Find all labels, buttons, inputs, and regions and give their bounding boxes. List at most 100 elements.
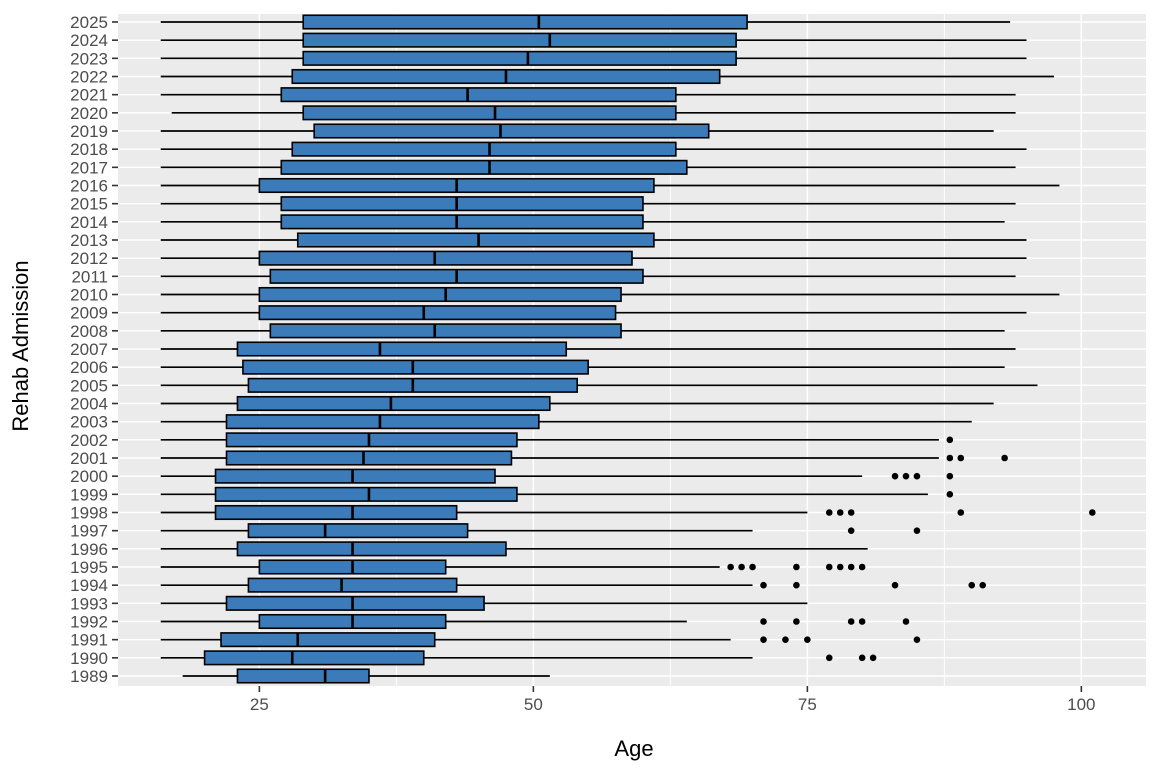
outlier-point-2001 bbox=[946, 454, 954, 462]
x-tick-label: 25 bbox=[250, 695, 269, 714]
y-tick-label: 1999 bbox=[70, 485, 108, 504]
y-tick-label: 1989 bbox=[70, 667, 108, 686]
y-tick-label: 1991 bbox=[70, 631, 108, 650]
box-1993 bbox=[225, 595, 485, 611]
outlier-point-1994 bbox=[760, 581, 767, 589]
outlier-point-2000 bbox=[946, 472, 954, 480]
box-2023 bbox=[302, 50, 737, 66]
outlier-point-1998 bbox=[957, 509, 965, 516]
outlier-point-2001 bbox=[957, 454, 965, 462]
outlier-point-1990 bbox=[825, 654, 833, 662]
box-1997 bbox=[247, 523, 469, 539]
x-tick-label: 100 bbox=[1067, 695, 1095, 714]
outlier-point-1995 bbox=[749, 563, 756, 571]
box-2007 bbox=[236, 341, 568, 357]
outlier-point-1995 bbox=[836, 563, 844, 571]
outlier-point-1992 bbox=[793, 618, 800, 625]
outlier-point-1995 bbox=[738, 563, 745, 571]
y-tick-label: 2021 bbox=[70, 86, 108, 105]
box-2021 bbox=[280, 87, 677, 103]
y-tick-label: 2008 bbox=[70, 322, 108, 341]
y-tick-label: 2002 bbox=[70, 431, 108, 450]
y-tick-label: 2010 bbox=[70, 286, 108, 305]
y-tick-label: 2001 bbox=[70, 449, 108, 468]
outlier-point-2000 bbox=[902, 472, 910, 480]
outlier-point-1992 bbox=[847, 618, 855, 625]
x-tick-label: 50 bbox=[524, 695, 543, 714]
outlier-point-1992 bbox=[858, 618, 866, 625]
outlier-point-1991 bbox=[913, 636, 921, 643]
box-1996 bbox=[236, 541, 507, 557]
x-tick-label: 75 bbox=[798, 695, 817, 714]
outlier-point-1992 bbox=[902, 618, 910, 625]
y-tick-label: 2023 bbox=[70, 49, 108, 68]
y-tick-label: 2000 bbox=[70, 467, 108, 486]
box-2015 bbox=[280, 196, 644, 212]
y-tick-label: 2003 bbox=[70, 413, 108, 432]
box-2001 bbox=[225, 450, 513, 466]
outlier-point-1995 bbox=[825, 563, 833, 571]
outlier-point-1997 bbox=[847, 527, 855, 534]
y-tick-label: 2005 bbox=[70, 376, 108, 395]
y-tick-label: 1998 bbox=[70, 504, 108, 523]
outlier-point-1994 bbox=[979, 581, 987, 589]
box-2003 bbox=[225, 414, 540, 430]
y-tick-label: 2022 bbox=[70, 68, 108, 87]
box-2002 bbox=[225, 432, 518, 448]
y-tick-label: 1994 bbox=[70, 576, 108, 595]
box-2006 bbox=[242, 359, 589, 375]
outlier-point-1995 bbox=[858, 563, 866, 571]
outlier-point-1995 bbox=[727, 563, 734, 571]
box-2012 bbox=[258, 250, 633, 266]
outlier-point-1998 bbox=[825, 509, 833, 516]
outlier-point-2001 bbox=[1001, 454, 1008, 462]
box-2010 bbox=[258, 286, 622, 303]
outlier-point-1991 bbox=[760, 636, 767, 643]
box-2000 bbox=[214, 468, 496, 484]
y-tick-label: 1992 bbox=[70, 613, 108, 632]
y-tick-label: 2006 bbox=[70, 358, 108, 377]
box-1994 bbox=[247, 577, 458, 593]
outlier-point-1998 bbox=[847, 509, 855, 516]
y-tick-label: 2004 bbox=[70, 395, 108, 414]
box-2013 bbox=[296, 232, 655, 248]
outlier-point-1991 bbox=[804, 636, 811, 643]
box-1999 bbox=[214, 486, 518, 502]
box-2004 bbox=[236, 395, 551, 412]
outlier-point-1997 bbox=[913, 527, 921, 534]
outlier-point-1991 bbox=[782, 636, 789, 643]
y-tick-label: 2024 bbox=[70, 31, 108, 50]
box-2024 bbox=[302, 32, 737, 48]
y-tick-label: 2007 bbox=[70, 340, 108, 359]
outlier-point-1998 bbox=[1088, 509, 1096, 516]
box-2009 bbox=[258, 305, 617, 321]
y-tick-label: 2011 bbox=[71, 267, 108, 286]
x-axis-title: Age bbox=[614, 736, 654, 761]
outlier-point-1998 bbox=[836, 509, 844, 516]
y-tick-label: 2018 bbox=[70, 140, 108, 159]
outlier-point-1990 bbox=[869, 654, 877, 662]
box-1989 bbox=[236, 668, 370, 684]
y-tick-label: 2015 bbox=[70, 195, 108, 214]
box-2019 bbox=[313, 123, 710, 139]
box-2017 bbox=[280, 159, 688, 175]
outlier-point-1999 bbox=[946, 491, 954, 498]
outlier-point-2000 bbox=[891, 472, 899, 480]
outlier-point-1994 bbox=[793, 581, 800, 589]
box-2020 bbox=[302, 105, 677, 121]
outlier-point-2002 bbox=[946, 436, 954, 444]
box-2025 bbox=[302, 14, 748, 30]
y-tick-label: 2016 bbox=[70, 177, 108, 196]
y-tick-label: 2009 bbox=[70, 304, 108, 323]
box-2018 bbox=[291, 141, 677, 157]
y-tick-label: 1996 bbox=[70, 540, 108, 559]
outlier-point-1994 bbox=[891, 581, 899, 589]
box-1990 bbox=[203, 650, 425, 666]
y-tick-label: 1990 bbox=[70, 649, 108, 668]
box-1991 bbox=[220, 632, 436, 648]
box-1998 bbox=[214, 504, 458, 521]
y-tick-label: 1997 bbox=[70, 522, 108, 541]
outlier-point-1995 bbox=[847, 563, 855, 571]
y-tick-label: 2017 bbox=[70, 158, 108, 177]
